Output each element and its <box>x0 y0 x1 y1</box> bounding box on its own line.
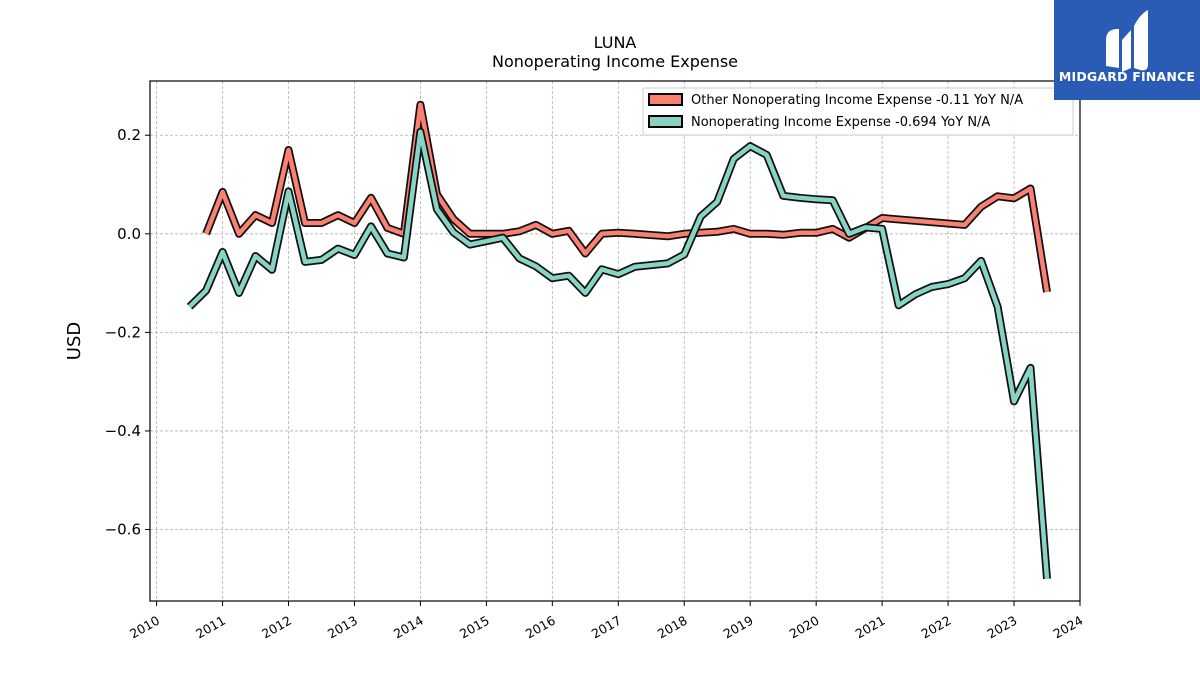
logo-text: MIDGARD FINANCE <box>1059 69 1195 84</box>
y-axis-label: USD <box>64 322 85 360</box>
plot-frame <box>149 80 1081 602</box>
series-line-nonoperating-income-expense <box>188 129 1050 579</box>
legend-label-nonoperating: Nonoperating Income Expense -0.694 YoY N… <box>691 115 990 130</box>
legend-swatch-nonoperating <box>648 115 683 128</box>
legend: Other Nonoperating Income Expense -0.11 … <box>642 87 1074 136</box>
x-tick-label: 2013 <box>325 613 360 642</box>
y-tick-label: −0.4 <box>105 422 141 440</box>
x-tick-label: 2016 <box>523 613 558 642</box>
chart-title: LUNA <box>594 33 637 52</box>
x-tick-label: 2022 <box>919 613 954 642</box>
x-tick-label: 2017 <box>589 613 624 642</box>
y-tick-label: 0.0 <box>117 225 141 243</box>
x-tick-label: 2019 <box>721 613 756 642</box>
x-tick-label: 2012 <box>259 613 294 642</box>
axis-ticks: 2010 2011 2012 2013 2014 2015 2016 2017 2018 2019… <box>105 126 1086 641</box>
x-tick-label: 2014 <box>391 613 426 642</box>
x-tick-label: 2011 <box>193 613 228 642</box>
x-tick-label: 2020 <box>787 613 822 642</box>
series-lines <box>186 100 1051 580</box>
x-tick-label: 2023 <box>984 613 1019 642</box>
y-tick-label: 0.2 <box>117 126 141 144</box>
x-tick-label: 2010 <box>127 613 162 642</box>
x-tick-label: 2015 <box>457 613 492 642</box>
midgard-logo: MIDGARD FINANCE <box>1054 0 1200 100</box>
midgard-logo-icon <box>1106 10 1148 72</box>
x-tick-label: 2021 <box>853 613 888 642</box>
x-tick-label: 2024 <box>1050 613 1085 642</box>
legend-swatch-other-nonoperating <box>648 93 683 106</box>
x-tick-label: 2018 <box>655 613 690 642</box>
grid <box>150 81 1081 601</box>
chart-subtitle: Nonoperating Income Expense <box>492 52 738 71</box>
legend-box <box>642 87 1074 136</box>
legend-label-other-nonoperating: Other Nonoperating Income Expense -0.11 … <box>691 93 1023 108</box>
y-tick-label: −0.2 <box>105 323 141 341</box>
y-tick-label: −0.6 <box>105 521 141 539</box>
